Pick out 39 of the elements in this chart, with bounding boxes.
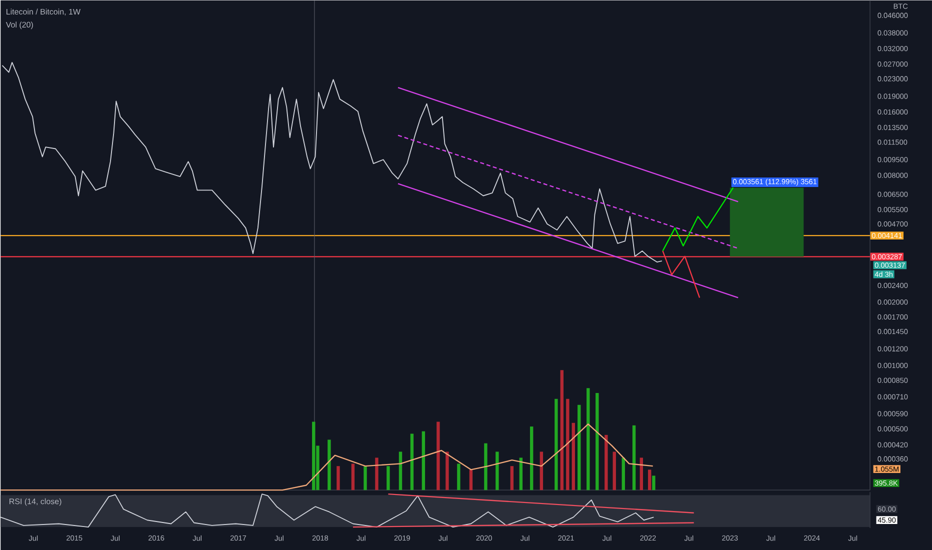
bar <box>578 404 581 490</box>
bar <box>422 431 426 490</box>
text: Litecoin / Bitcoin, 1W <box>6 8 80 16</box>
bar <box>566 398 570 490</box>
bar <box>648 470 652 490</box>
bar <box>410 434 414 490</box>
bar <box>328 440 331 490</box>
bar <box>510 466 514 490</box>
bar <box>540 452 544 490</box>
bar <box>640 458 644 490</box>
bar <box>496 452 499 490</box>
bar <box>398 452 402 490</box>
bar <box>312 422 316 490</box>
bar <box>484 443 488 490</box>
chart-title: Vol (20) <box>6 22 33 30</box>
bar <box>336 466 340 490</box>
bar <box>652 476 656 490</box>
bar <box>604 434 608 490</box>
bar <box>364 466 367 490</box>
bar <box>519 458 523 490</box>
bar <box>469 470 473 490</box>
bar <box>457 464 460 490</box>
chart-title: RSI (14, close) <box>10 498 62 506</box>
line-series <box>2 62 662 262</box>
bar <box>375 458 378 490</box>
bar <box>351 464 355 490</box>
bar <box>596 392 599 490</box>
bar <box>436 422 440 490</box>
bar <box>632 425 636 490</box>
bar <box>560 370 564 490</box>
bar <box>446 452 449 490</box>
bar <box>622 458 625 490</box>
bar <box>530 426 534 490</box>
bar <box>612 452 616 490</box>
bar <box>386 466 390 490</box>
bar <box>586 388 590 490</box>
line-series <box>662 186 734 252</box>
bar <box>572 422 575 490</box>
bar <box>554 398 558 490</box>
